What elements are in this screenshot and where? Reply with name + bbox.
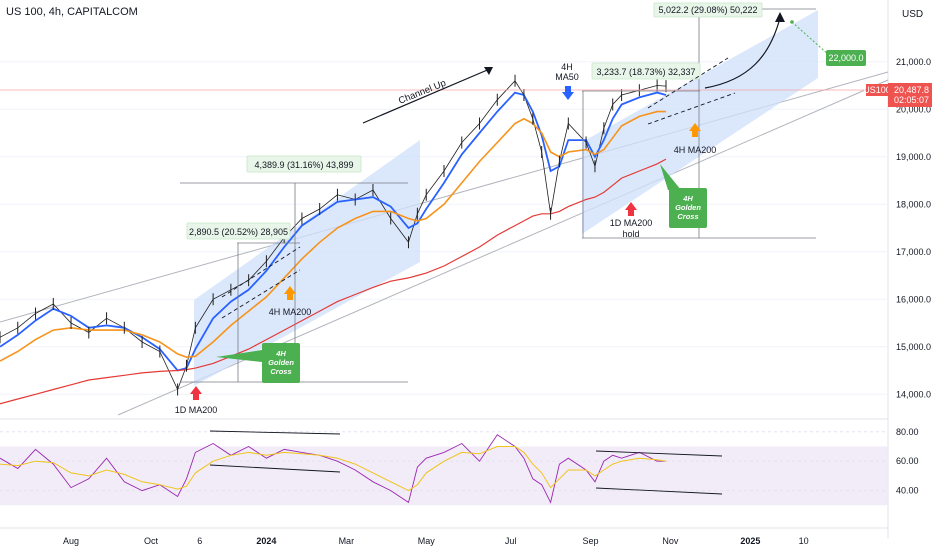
annotation-4h-ma50-a: 4H: [561, 62, 573, 72]
x-tick-label: 6: [197, 536, 202, 546]
annotation-4h-ma50-b: MA50: [555, 72, 579, 82]
x-tick-label: Aug: [63, 536, 79, 546]
projection-2a: [647, 57, 729, 109]
golden-cross-2-label: 4H: [682, 194, 693, 203]
target-curve-arrowhead: [775, 12, 785, 22]
x-tick-label: Mar: [339, 536, 355, 546]
target-dot: [790, 20, 794, 24]
red-arrow-2: [625, 202, 637, 216]
golden-cross-1-label: Cross: [270, 367, 291, 376]
golden-cross-2-label: Cross: [677, 212, 698, 221]
rsi-channel-top-1: [209, 430, 341, 435]
series-lines: [0, 74, 667, 504]
measure-3-label: 3,233.7 (18.73%) 32,337: [596, 67, 695, 77]
orange-arrow-1: [284, 286, 296, 300]
y-tick-label: 19,000.0: [896, 152, 931, 162]
annotation-1d-ma200-hold-b: hold: [622, 229, 639, 239]
axes: 14,000.0 15,000.0 16,000.0 17,000.0 18,000.0…: [63, 57, 932, 546]
annotation-4h-ma200-2: 4H MA200: [674, 145, 717, 155]
rsi-tick-label: 40.00: [896, 486, 919, 496]
currency-label: USD: [902, 9, 924, 20]
x-tick-label: Jul: [505, 536, 517, 546]
x-tick-label: Oct: [144, 536, 159, 546]
golden-cross-1-label: Golden: [268, 358, 294, 367]
target-curve: [704, 17, 781, 89]
annotation-1d-ma200-hold-a: 1D MA200: [610, 218, 653, 228]
y-tick-label: 17,000.0: [896, 247, 931, 257]
target-pointer: [791, 21, 831, 57]
channel-up-arrow: [362, 67, 493, 124]
price-tag-countdown: 02:05:07: [894, 95, 929, 105]
ma200-4h-line: [0, 110, 666, 362]
x-tick-label: Sep: [583, 536, 599, 546]
x-tick-label: Nov: [662, 536, 679, 546]
annotation-4h-ma200-1: 4H MA200: [269, 307, 312, 317]
price-tag: [888, 83, 932, 107]
measure-1-box: [246, 155, 362, 173]
x-tick-label: 2025: [740, 536, 760, 546]
y-tick-label: 15,000.0: [896, 342, 931, 352]
target-box: [826, 50, 866, 66]
measure-4-box: [653, 2, 763, 18]
golden-cross-2-label: Golden: [675, 203, 701, 212]
projection-2b: [647, 92, 736, 125]
rsi-tick-label: 80.00: [896, 427, 919, 437]
annotations: 4,389.9 (31.16%) 43,899 2,890.5 (20.52%) …: [0, 2, 888, 495]
price-line: [0, 80, 667, 391]
golden-cross-1-box: [262, 343, 300, 383]
y-tick-label: 14,000.0: [896, 389, 931, 399]
annotation-1d-ma200: 1D MA200: [175, 405, 218, 415]
rsi-line: [0, 434, 666, 504]
golden-cross-2-pointer: [660, 164, 681, 190]
projection-1a: [221, 246, 301, 298]
channel-bands: [0, 10, 889, 416]
y-tick-label: 18,000.0: [896, 199, 931, 209]
ma200-1d-line: [0, 158, 667, 405]
channel-band-1: [194, 140, 420, 386]
x-tick-label: 10: [799, 536, 809, 546]
channel-band-2: [582, 10, 818, 234]
channel-lower-line: [117, 79, 889, 416]
channel-up-arrowhead: [484, 67, 493, 75]
y-tick-label: 21,000.0: [896, 57, 931, 67]
projection-1b: [221, 269, 301, 319]
symbol-tag: [866, 84, 888, 96]
symbol-tag-label: US100: [863, 85, 891, 95]
orange-arrow-2: [689, 123, 701, 137]
x-tick-label: 2024: [256, 536, 276, 546]
rsi-tick-label: 60.00: [896, 456, 919, 466]
red-arrow-1: [190, 386, 202, 400]
rsi-ma-line: [0, 446, 667, 492]
rsi-band: [0, 446, 888, 506]
y-tick-label: 16,000.0: [896, 294, 931, 304]
measure-3-box: [591, 62, 701, 80]
price-tag-value: 20,487.8: [894, 85, 929, 95]
chart-title: US 100, 4h, CAPITALCOM: [6, 6, 138, 18]
rsi-channel-bottom-2: [595, 487, 723, 495]
measure-1-label: 4,389.9 (31.16%) 43,899: [254, 160, 353, 170]
y-tick-label: 20,000.0: [896, 104, 931, 114]
target-label: 22,000.0: [828, 53, 863, 63]
rsi-channel-top-2: [595, 450, 723, 457]
golden-cross-1-pointer: [216, 350, 262, 362]
measure-4-label: 5,022.2 (29.08%) 50,222: [658, 5, 757, 15]
x-tick-label: May: [418, 536, 436, 546]
measure-2-label: 2,890.5 (20.52%) 28,905: [189, 227, 288, 237]
golden-cross-2-box: [669, 188, 707, 228]
measure-2-box: [186, 222, 291, 240]
price-axis-bg: [888, 0, 932, 550]
golden-cross-1-label: 4H: [275, 349, 286, 358]
channel-up-label: Channel Up: [397, 78, 448, 107]
blue-arrow: [562, 86, 574, 100]
rsi-channel-bottom-1: [209, 464, 341, 473]
